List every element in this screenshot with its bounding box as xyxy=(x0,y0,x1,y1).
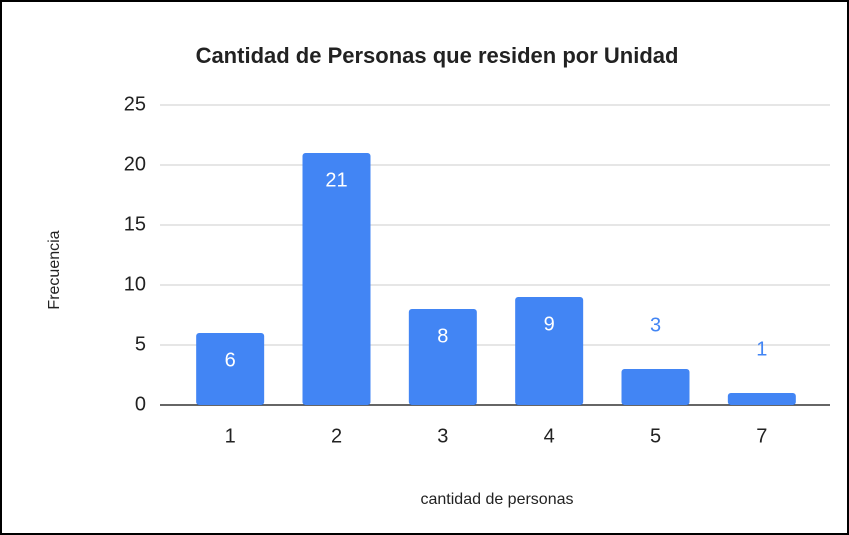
y-tick-label: 0 xyxy=(135,393,146,415)
x-tick-label: 3 xyxy=(437,425,448,447)
data-label: 3 xyxy=(650,314,661,336)
data-label: 6 xyxy=(225,349,236,371)
bar xyxy=(515,297,584,405)
x-tick-label: 4 xyxy=(544,425,555,447)
x-tick-label: 7 xyxy=(756,425,767,447)
x-tick-label: 1 xyxy=(225,425,236,447)
bar xyxy=(302,153,371,405)
y-tick-label: 5 xyxy=(135,333,146,355)
bar xyxy=(727,393,796,405)
data-label: 21 xyxy=(325,169,347,191)
y-axis-label: Frecuencia xyxy=(46,230,63,309)
data-label: 1 xyxy=(756,338,767,360)
x-tick-label: 5 xyxy=(650,425,661,447)
x-tick-label: 2 xyxy=(331,425,342,447)
y-tick-label: 25 xyxy=(124,93,146,115)
x-axis-label: cantidad de personas xyxy=(421,491,574,508)
y-tick-label: 10 xyxy=(124,273,146,295)
y-tick-label: 15 xyxy=(124,213,146,235)
bar xyxy=(621,369,690,405)
data-label: 9 xyxy=(544,313,555,335)
bar xyxy=(408,309,477,405)
data-label: 8 xyxy=(437,325,448,347)
y-tick-label: 20 xyxy=(124,153,146,175)
chart-title: Cantidad de Personas que residen por Uni… xyxy=(196,43,679,68)
bar xyxy=(196,333,265,405)
